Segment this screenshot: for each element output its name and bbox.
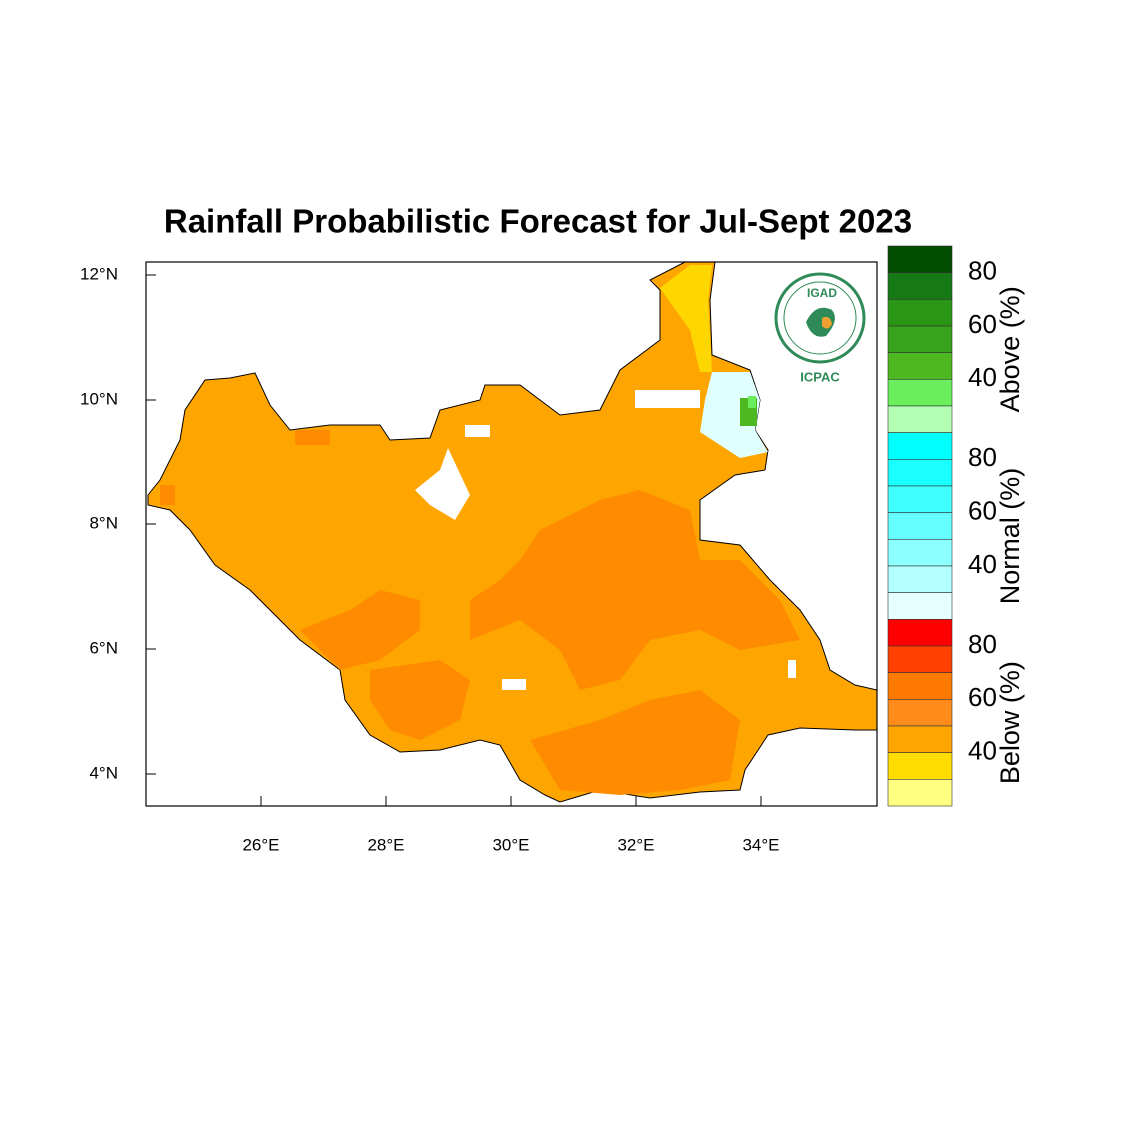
legend-label: 40 bbox=[968, 549, 997, 579]
legend-swatch bbox=[887, 245, 953, 273]
x-tick-label: 28°E bbox=[367, 835, 404, 854]
legend-swatch bbox=[887, 672, 953, 700]
legend-swatch bbox=[887, 485, 953, 513]
legend-label: 80 bbox=[968, 629, 997, 659]
y-tick-label: 10°N bbox=[80, 389, 118, 408]
map-title: Rainfall Probabilistic Forecast for Jul-… bbox=[164, 203, 912, 240]
legend-swatch bbox=[887, 725, 953, 753]
legend-swatch bbox=[887, 325, 953, 353]
x-tick-label: 26°E bbox=[242, 835, 279, 854]
legend-swatch bbox=[887, 539, 953, 567]
white-patch bbox=[465, 425, 490, 437]
legend-label: 60 bbox=[968, 682, 997, 712]
legend-label: 60 bbox=[968, 496, 997, 526]
legend-label: 60 bbox=[968, 309, 997, 339]
x-tick-label: 32°E bbox=[617, 835, 654, 854]
legend-swatch bbox=[887, 645, 953, 673]
legend-label: 40 bbox=[968, 362, 997, 392]
y-tick-label: 12°N bbox=[80, 264, 118, 283]
legend-group-title: Normal (%) bbox=[995, 468, 1025, 605]
logo-text: IGAD bbox=[807, 286, 837, 300]
y-tick-label: 8°N bbox=[89, 513, 118, 532]
y-tick-label: 4°N bbox=[89, 763, 118, 782]
white-patch bbox=[502, 679, 526, 690]
legend-swatch bbox=[887, 512, 953, 540]
white-patch bbox=[788, 660, 796, 678]
legend-swatch bbox=[887, 459, 953, 487]
legend-swatch bbox=[887, 565, 953, 593]
logo: IGAD ICPAC bbox=[774, 272, 866, 384]
logo-text: ICPAC bbox=[800, 369, 840, 384]
white-patch bbox=[635, 390, 700, 408]
x-tick-label: 34°E bbox=[742, 835, 779, 854]
legend-swatch bbox=[887, 699, 953, 727]
legend-swatch bbox=[887, 352, 953, 380]
white-patch bbox=[415, 448, 470, 520]
legend-swatch bbox=[887, 752, 953, 780]
legend-swatch bbox=[887, 272, 953, 300]
below-40-patch bbox=[660, 265, 712, 372]
x-tick-label: 30°E bbox=[492, 835, 529, 854]
normal-patch bbox=[700, 372, 768, 458]
legend-swatch bbox=[887, 432, 953, 460]
legend-swatch bbox=[887, 299, 953, 327]
legend-swatch bbox=[887, 379, 953, 407]
axes: 26°E 28°E 30°E 32°E 34°E 12°N 10°N 8°N 6°N 4°N bbox=[80, 264, 780, 854]
legend-swatch bbox=[887, 405, 953, 433]
legend-label: 80 bbox=[968, 442, 997, 472]
legend-group-title: Below (%) bbox=[995, 661, 1025, 784]
legend-label: 40 bbox=[968, 736, 997, 766]
legend-group-title: Above (%) bbox=[995, 286, 1025, 412]
above-patch bbox=[748, 396, 756, 408]
legend-swatch bbox=[887, 779, 953, 807]
y-tick-label: 6°N bbox=[89, 638, 118, 657]
legend-swatch bbox=[887, 619, 953, 647]
map-area bbox=[145, 261, 878, 807]
darker-patches bbox=[160, 430, 800, 795]
legend-label: 80 bbox=[968, 256, 997, 286]
legend-swatch bbox=[887, 592, 953, 620]
